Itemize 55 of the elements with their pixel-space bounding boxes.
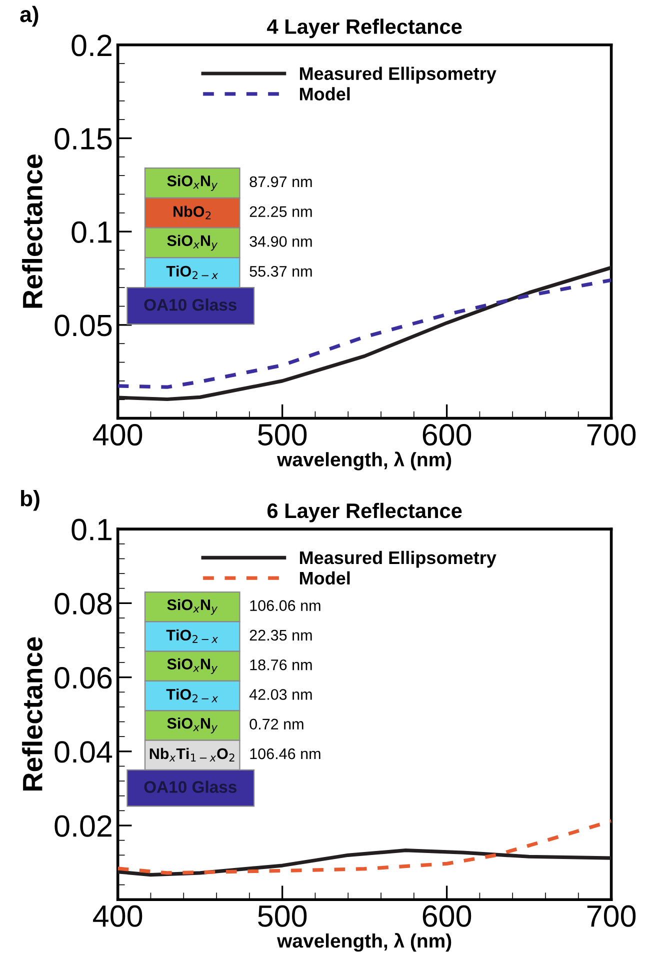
annotation: NbO$_{2}$ [174, 206, 211, 220]
x-tick-label: 700 [587, 905, 636, 927]
text: a) [20, 6, 38, 27]
x-axis-title: wavelength, λ (nm) [276, 932, 452, 952]
x-tick-label: 500 [258, 905, 307, 927]
line-series [118, 266, 612, 402]
legend-label: Model [300, 571, 350, 585]
legend-label: Model [300, 87, 350, 100]
x-tick-label: 600 [422, 424, 472, 446]
annotation: SiO$_{x}$N$_{y}$ [167, 658, 218, 674]
legend-label: Measured Ellipsometry [300, 550, 496, 568]
x-tick-label: 400 [93, 905, 142, 927]
line-series [118, 848, 612, 877]
y-tick-label: 0.02 [54, 815, 112, 837]
annotation: SiO$_{x}$N$_{y}$ [167, 234, 218, 251]
y-tick-label: 0.08 [54, 592, 112, 615]
annotation: 34.90 nm [250, 236, 312, 247]
y-axis-title: Reflectance [22, 637, 42, 790]
annotation: OA10 Glass [144, 780, 236, 793]
annotation: 22.35 nm [250, 630, 312, 641]
annotation: 106.06 nm [250, 600, 320, 611]
y-tick-label: 0.1 [72, 518, 112, 540]
annotation: 18.76 nm [250, 659, 312, 670]
y-tick-label: 0.05 [54, 314, 112, 336]
y-axis-title: Reflectance [22, 154, 42, 308]
x-tick-label: 700 [587, 424, 636, 446]
annotation: TiO$_{2−x}$ [166, 265, 218, 280]
annotation: 87.97 nm [250, 176, 312, 188]
annotation: 106.46 nm [250, 748, 320, 760]
text: b) [20, 490, 40, 511]
annotation: TiO$_{2−x}$ [166, 629, 218, 643]
annotation: 22.25 nm [250, 206, 312, 218]
annotation: SiO$_{x}$N$_{y}$ [167, 175, 218, 191]
y-tick-label: 0.1 [72, 221, 112, 243]
x-tick-label: 400 [93, 424, 142, 446]
y-tick-label: 0.04 [54, 741, 112, 763]
annotation: TiO$_{2−x}$ [166, 688, 218, 702]
x-axis-title: wavelength, λ (nm) [276, 452, 452, 470]
annotation: 0.72 nm [250, 718, 304, 730]
chart-title: 6 Layer Reflectance [267, 502, 462, 522]
annotation: 55.37 nm [250, 266, 312, 277]
x-tick-label: 500 [258, 424, 307, 446]
annotation: 42.03 nm [249, 689, 312, 700]
y-tick-label: 0.2 [72, 34, 112, 56]
annotation: OA10 Glass [144, 298, 236, 311]
y-tick-label: 0.15 [54, 128, 112, 150]
annotation: SiO$_{x}$N$_{y}$ [167, 718, 218, 734]
line-series [118, 819, 612, 875]
annotation: Nb$_{x}$Ti$_{1−x}$O$_{2}$ [150, 748, 234, 762]
line-series [118, 278, 612, 389]
chart-title: 4 Layer Reflectance [267, 18, 462, 38]
annotation: SiO$_{x}$N$_{y}$ [167, 598, 218, 615]
legend-label: Measured Ellipsometry [300, 66, 496, 84]
x-tick-label: 600 [422, 905, 472, 927]
y-tick-label: 0.06 [54, 667, 112, 689]
